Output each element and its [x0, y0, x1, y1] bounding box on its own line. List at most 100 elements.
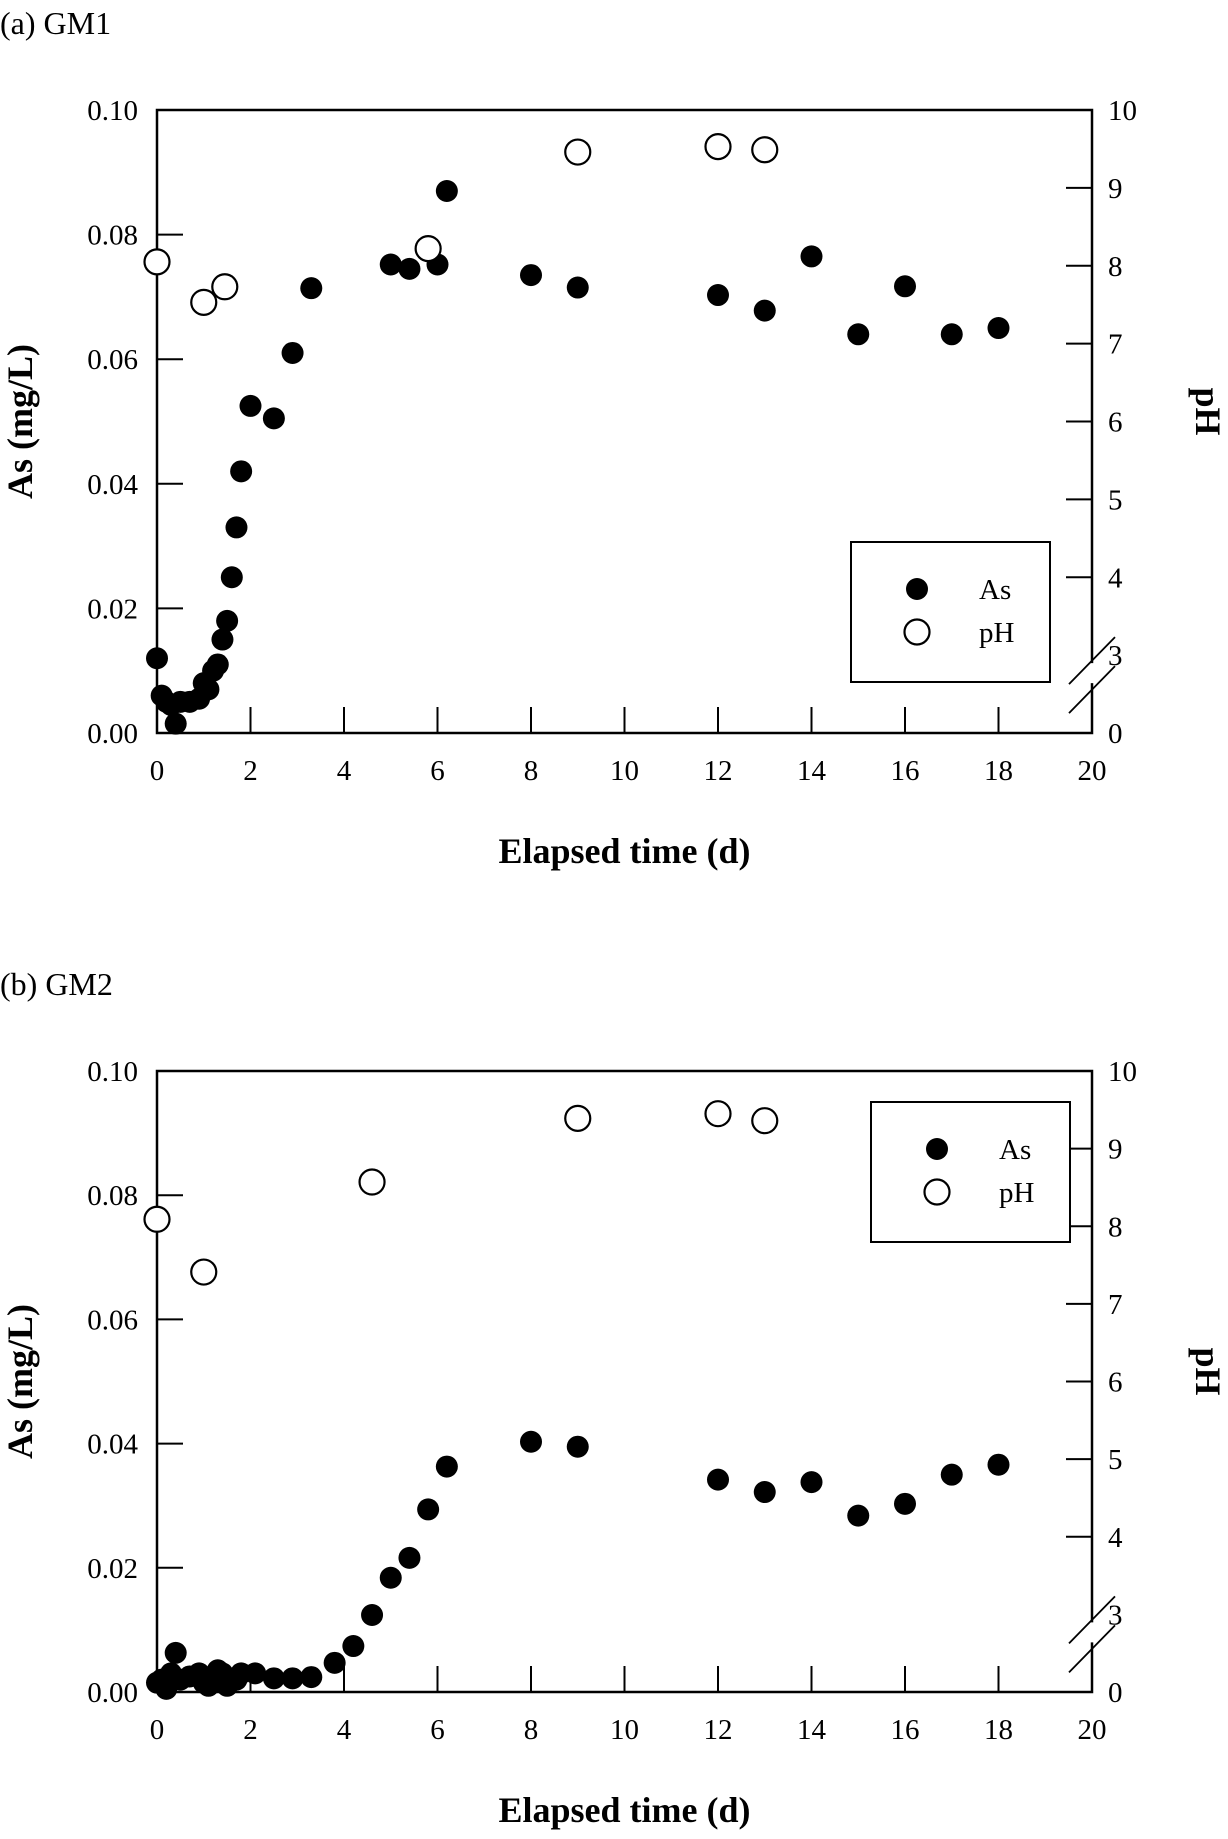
data-point-as [566, 276, 589, 299]
y2-tick-label: 4 [1108, 1522, 1123, 1554]
data-point-as [435, 179, 458, 202]
x-tick-label: 18 [984, 755, 1013, 787]
data-point-as [211, 628, 234, 651]
data-point-as [323, 1651, 346, 1674]
data-point-as [800, 245, 823, 268]
axis-break-mark [1068, 1595, 1116, 1645]
data-point-as [753, 299, 776, 322]
y-tick-label: 0.10 [87, 1056, 138, 1088]
y-tick-label: 0.02 [87, 1553, 138, 1585]
y-tick-label: 0.08 [87, 220, 138, 252]
data-point-as [146, 647, 168, 670]
x-tick-label: 20 [1078, 1714, 1107, 1746]
axis-break-mark [1068, 1624, 1116, 1674]
x-tick-label: 0 [150, 755, 165, 787]
x-tick-label: 20 [1078, 755, 1107, 787]
y2-axis-label: pH [1188, 387, 1228, 435]
legend-label: pH [979, 617, 1015, 649]
data-point-ph [414, 235, 442, 263]
x-tick-label: 10 [610, 1714, 639, 1746]
x-tick-label: 12 [704, 755, 733, 787]
y2-axis-label: pH [1188, 1347, 1228, 1395]
x-tick-label: 16 [891, 1714, 920, 1746]
data-point-ph [190, 1258, 218, 1286]
data-point-as [566, 1435, 589, 1458]
x-tick-label: 14 [797, 755, 827, 787]
data-point-as [800, 1471, 823, 1494]
data-point-ph [190, 288, 218, 316]
legend-marker-ph [903, 618, 931, 646]
y2-tick-label: 10 [1108, 1056, 1137, 1088]
legend-label: As [999, 1134, 1031, 1166]
legend-label: As [979, 574, 1011, 606]
legend: As pH [850, 541, 1051, 683]
data-point-as [520, 1430, 542, 1453]
x-axis-label: Elapsed time (d) [499, 1790, 751, 1830]
data-point-as [940, 323, 963, 346]
y-tick-label: 0.04 [87, 469, 138, 501]
data-point-as [300, 277, 323, 300]
legend-box [870, 1101, 1071, 1243]
data-point-as [361, 1603, 384, 1626]
data-point-as [520, 264, 542, 287]
axis-break-mark [1068, 636, 1116, 685]
x-tick-label: 4 [337, 1714, 352, 1746]
y2-tick-label: 5 [1108, 1444, 1123, 1476]
x-tick-label: 10 [610, 755, 639, 787]
data-point-as [379, 253, 402, 276]
x-tick-label: 4 [337, 755, 352, 787]
data-point-as [230, 460, 253, 483]
x-tick-label: 8 [524, 755, 539, 787]
x-tick-label: 12 [704, 1714, 733, 1746]
y2-tick-label: 7 [1108, 1289, 1123, 1321]
data-point-as [262, 407, 285, 430]
y2-tick-label: 3 [1108, 640, 1123, 672]
data-point-as [417, 1498, 440, 1521]
y2-tick-label: 3 [1108, 1599, 1123, 1631]
y2-tick-label: 6 [1108, 407, 1123, 439]
series-as [146, 179, 1010, 735]
y2-tick-label: 10 [1108, 95, 1137, 127]
x-tick-label: 6 [430, 1714, 445, 1746]
series-as [146, 1430, 1010, 1700]
data-point-ph [564, 138, 592, 166]
data-point-as [244, 1662, 267, 1685]
y-tick-label: 0.06 [87, 344, 138, 376]
data-point-as [940, 1463, 963, 1486]
data-point-as [987, 1453, 1010, 1476]
data-point-ph [751, 1107, 779, 1135]
y2-tick-label: 5 [1108, 484, 1123, 516]
y-tick-label: 0.06 [87, 1304, 138, 1336]
y-tick-label: 0.08 [87, 1180, 138, 1212]
panel-title: (a) GM1 [0, 5, 111, 41]
data-point-as [894, 275, 916, 298]
y-axis-label: As (mg/L) [0, 344, 40, 499]
data-point-as [398, 1546, 421, 1569]
data-point-as [216, 609, 239, 632]
x-tick-label: 8 [524, 1714, 539, 1746]
axis-break-mark [1068, 665, 1116, 714]
y2-tick-label: 8 [1108, 251, 1123, 283]
axis-break-gap [1088, 1622, 1096, 1643]
y-tick-label: 0.00 [87, 1677, 138, 1709]
data-point-as [239, 394, 262, 417]
x-tick-label: 0 [150, 1714, 165, 1746]
data-point-as [398, 257, 421, 280]
data-point-as [206, 653, 229, 676]
data-point-as [379, 1566, 402, 1589]
x-tick-label: 6 [430, 755, 445, 787]
panel-b: (b) GM2 0 2 4 6 8 10 12 14 16 18 20 0.00 0.02 0.04 0.06… [0, 966, 1228, 1830]
y2-tick-label: 0 [1108, 718, 1123, 750]
legend-marker-ph [923, 1178, 951, 1206]
data-point-as [435, 1455, 458, 1478]
data-point-ph [211, 273, 239, 301]
y2-tick-label: 9 [1108, 173, 1123, 205]
x-tick-label: 2 [243, 755, 258, 787]
x-tick-label: 2 [243, 1714, 258, 1746]
data-point-as [262, 1667, 285, 1690]
data-point-as [164, 712, 187, 735]
data-point-ph [143, 248, 171, 276]
y2-tick-label: 7 [1108, 329, 1123, 361]
data-point-as [281, 1667, 304, 1690]
series-ph [143, 133, 779, 316]
